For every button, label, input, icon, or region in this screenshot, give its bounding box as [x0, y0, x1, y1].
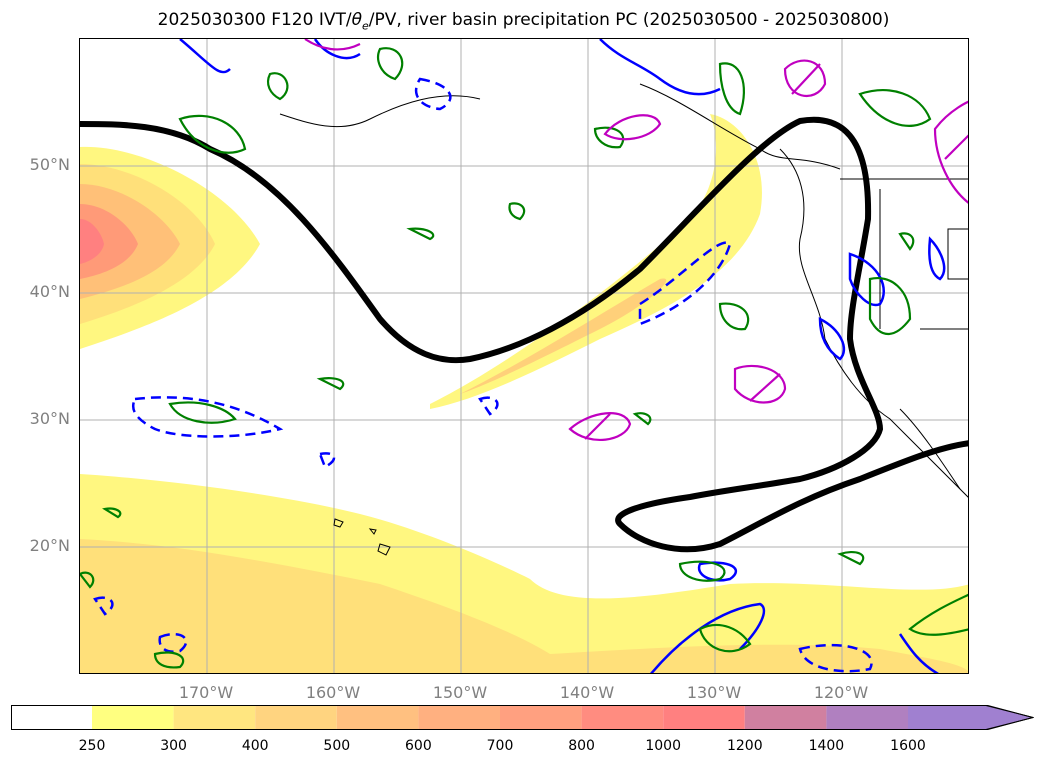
- lon-label-120w: 120°W: [813, 683, 869, 702]
- title-theta: θ: [351, 10, 362, 30]
- colorbar-segment: [92, 705, 174, 730]
- pv-solid-contours: [179, 39, 946, 673]
- pv-dashed-contours: [93, 77, 873, 673]
- lon-label-160w: 160°W: [305, 683, 361, 702]
- coastlines: [279, 83, 968, 556]
- colorbar-segment: [11, 705, 92, 730]
- colorbar-segment: [581, 705, 664, 730]
- colorbar-segment: [826, 705, 908, 730]
- colorbar-tick-label: 250: [78, 738, 106, 754]
- map-title: 2025030300 F120 IVT/θe/PV, river basin p…: [0, 10, 1047, 32]
- colorbar-tick-label: 300: [160, 738, 187, 754]
- lon-label-150w: 150°W: [432, 683, 488, 702]
- lat-label-20n: 20°N: [29, 536, 70, 555]
- colorbar-tick-label: 700: [486, 738, 514, 754]
- colorbar-tick-label: 1000: [645, 738, 681, 754]
- colorbar-tick-label: 400: [241, 738, 269, 754]
- title-suffix: /PV, river basin precipitation PC (20250…: [368, 10, 890, 30]
- colorbar-segments: [11, 705, 986, 730]
- map-panel: [79, 38, 969, 674]
- title-theta-subscript: e: [362, 19, 369, 33]
- colorbar-segment: [500, 705, 582, 730]
- colorbar-segment: [336, 705, 419, 730]
- magenta-contours: [304, 39, 968, 442]
- colorbar-tick-label: 600: [405, 738, 432, 754]
- theta-e-contour: [80, 116, 968, 553]
- colorbar-tick-label: 1200: [726, 738, 763, 754]
- colorbar: [11, 705, 1034, 730]
- colorbar-segment: [418, 705, 500, 730]
- colorbar-extend-arrow: [985, 705, 1034, 730]
- colorbar-segment: [744, 705, 827, 730]
- lat-label-40n: 40°N: [29, 282, 70, 301]
- ivt-shading-ar: [430, 114, 762, 409]
- ivt-shading-south: [80, 474, 968, 673]
- colorbar-segment: [255, 705, 337, 730]
- colorbar-segment: [173, 705, 256, 730]
- colorbar-tick-label: 800: [568, 738, 595, 754]
- colorbar-tick-label: 500: [323, 738, 351, 754]
- lat-label-50n: 50°N: [29, 155, 70, 174]
- colorbar-tick-label: 1400: [808, 738, 845, 754]
- lon-label-130w: 130°W: [686, 683, 742, 702]
- colorbar-segment: [663, 705, 745, 730]
- lon-label-140w: 140°W: [559, 683, 615, 702]
- map-canvas: [80, 39, 968, 673]
- green-contours: [80, 47, 968, 669]
- lat-label-30n: 30°N: [29, 409, 70, 428]
- title-prefix: 2025030300 F120 IVT/: [157, 10, 352, 30]
- colorbar-outline: [11, 705, 1034, 730]
- colorbar-segment: [908, 705, 986, 730]
- ivt-shading-west: [80, 146, 260, 349]
- lon-label-170w: 170°W: [178, 683, 234, 702]
- colorbar-tick-label: 1600: [890, 738, 926, 754]
